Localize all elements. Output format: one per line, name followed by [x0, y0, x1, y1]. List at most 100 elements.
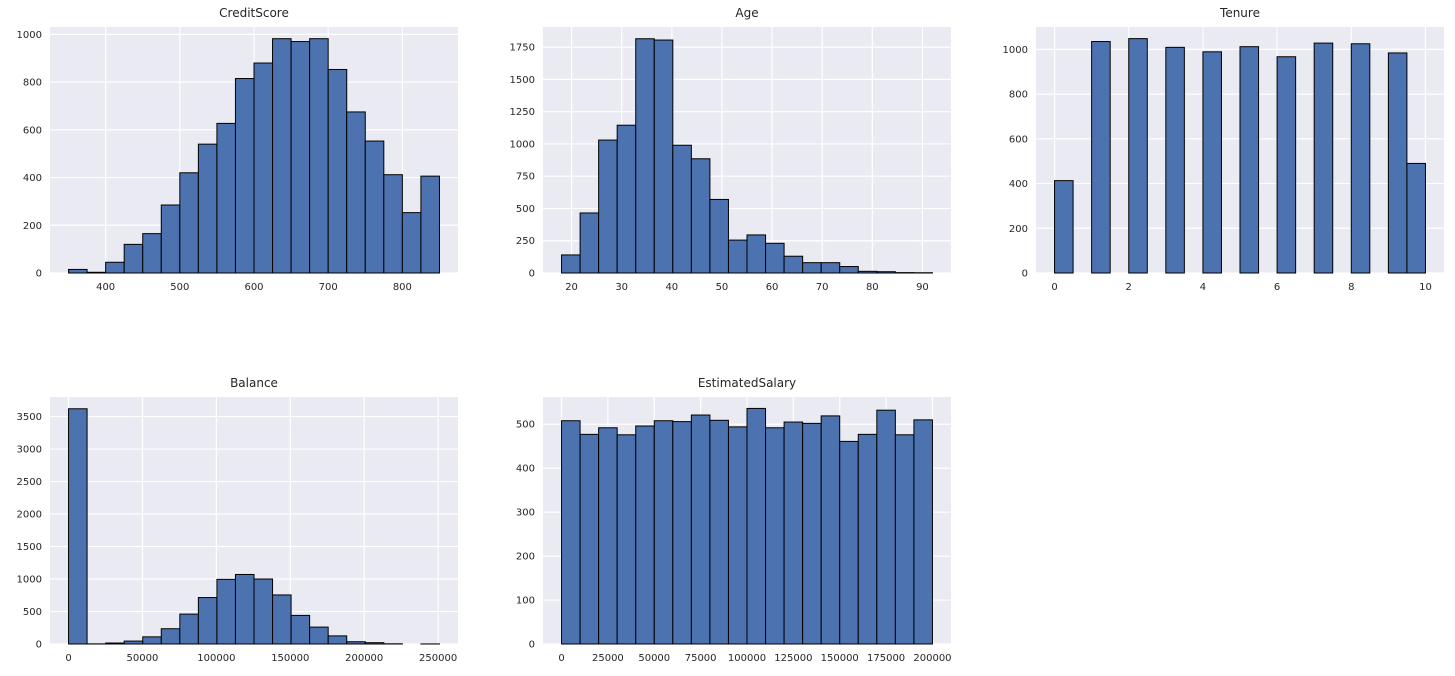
y-tick-label: 400 — [23, 173, 42, 184]
y-tick-label: 500 — [516, 204, 535, 215]
y-tick-label: 600 — [1009, 134, 1028, 145]
histogram-bar — [802, 422, 822, 645]
histogram-bar — [327, 68, 348, 274]
x-tick-label: 200000 — [345, 653, 383, 664]
histogram-bar — [1128, 38, 1148, 274]
x-tick-label: 0 — [558, 653, 564, 664]
histogram-bar — [653, 39, 674, 274]
x-tick-label: 70 — [816, 282, 829, 293]
histogram-bar — [746, 234, 767, 274]
chart-title-estimatedsalary: EstimatedSalary — [697, 376, 797, 390]
histogram-bar — [253, 62, 274, 274]
y-tick-label: 3500 — [17, 412, 42, 423]
histogram-bar — [783, 421, 804, 645]
histogram-bar — [839, 266, 859, 274]
y-tick-label: 1000 — [17, 575, 42, 586]
y-tick-label: 1750 — [510, 43, 535, 54]
histogram-bar — [598, 139, 618, 274]
x-tick-label: 60 — [766, 282, 779, 293]
histogram-bar — [727, 239, 748, 274]
y-tick-label: 1000 — [17, 30, 42, 41]
y-tick-label: 0 — [529, 269, 535, 280]
histogram-bar — [1091, 41, 1111, 274]
histogram-bar — [1313, 42, 1334, 274]
histogram-bar — [765, 242, 785, 274]
histogram-bar — [123, 243, 144, 274]
y-tick-label: 600 — [23, 125, 42, 136]
histogram-bar — [216, 578, 236, 645]
y-tick-label: 0 — [36, 640, 42, 651]
y-tick-label: 1500 — [17, 542, 42, 553]
histogram-bar — [672, 144, 692, 274]
histogram-bar — [839, 440, 859, 645]
histogram-bar — [1350, 43, 1371, 274]
histogram-bar — [179, 172, 199, 274]
histogram-bar — [216, 122, 236, 274]
histogram-bar — [272, 594, 292, 645]
y-tick-label: 2500 — [17, 477, 42, 488]
histogram-bar — [783, 255, 804, 274]
x-tick-label: 75000 — [685, 653, 717, 664]
histogram-bar — [160, 204, 181, 274]
histogram-bar — [383, 174, 403, 274]
x-tick-label: 700 — [319, 282, 338, 293]
x-tick-label: 500 — [170, 282, 189, 293]
chart-title-age: Age — [735, 6, 759, 20]
histogram-bar — [561, 420, 581, 645]
histogram-bar — [690, 158, 711, 274]
y-tick-label: 400 — [516, 464, 535, 475]
y-tick-label: 500 — [516, 420, 535, 431]
histogram-bar — [765, 427, 785, 645]
histogram-bar — [690, 414, 711, 645]
y-tick-label: 1000 — [510, 139, 535, 150]
histogram-bar — [857, 270, 878, 274]
x-tick-label: 25000 — [592, 653, 624, 664]
x-tick-label: 10 — [1419, 282, 1432, 293]
y-tick-label: 2000 — [17, 510, 42, 521]
histogram-bar — [857, 433, 878, 645]
x-tick-label: 125000 — [774, 653, 812, 664]
histogram-bar — [105, 642, 125, 645]
histogram-bar — [309, 626, 329, 645]
y-tick-label: 800 — [1009, 90, 1028, 101]
histogram-bar — [820, 415, 841, 645]
histogram-bar — [346, 641, 366, 645]
x-tick-label: 40 — [665, 282, 678, 293]
y-tick-label: 3000 — [17, 445, 42, 456]
histogram-bar — [234, 78, 255, 274]
y-tick-label: 1500 — [510, 75, 535, 86]
y-tick-label: 0 — [1022, 269, 1028, 280]
y-tick-label: 0 — [36, 269, 42, 280]
x-tick-label: 0 — [65, 653, 71, 664]
histogram-bar — [142, 233, 162, 274]
histogram-bar — [1406, 162, 1426, 274]
chart-title-tenure: Tenure — [1220, 6, 1260, 20]
x-tick-label: 600 — [244, 282, 263, 293]
histogram-bar — [1202, 51, 1222, 274]
x-tick-label: 250000 — [419, 653, 457, 664]
histogram-bar — [364, 642, 385, 645]
histogram-bar — [346, 111, 366, 274]
histogram-bar — [820, 262, 841, 274]
histogram-bar — [123, 640, 144, 645]
x-tick-label: 4 — [1200, 282, 1206, 293]
y-tick-label: 750 — [516, 172, 535, 183]
y-tick-label: 250 — [516, 236, 535, 247]
x-tick-label: 50000 — [127, 653, 159, 664]
x-tick-label: 150000 — [821, 653, 859, 664]
histogram-bar — [709, 198, 729, 274]
x-tick-label: 80 — [866, 282, 879, 293]
histogram-bar — [105, 261, 125, 274]
histogram-bar — [876, 271, 896, 274]
histogram-bar — [1165, 46, 1185, 274]
histogram-bar — [598, 427, 618, 645]
histogram-bar — [142, 636, 162, 645]
x-tick-label: 400 — [96, 282, 115, 293]
y-tick-label: 1000 — [1003, 45, 1028, 56]
histogram-bar — [579, 433, 600, 645]
x-tick-label: 150000 — [271, 653, 309, 664]
y-tick-label: 500 — [23, 607, 42, 618]
y-tick-label: 200 — [1009, 224, 1028, 235]
